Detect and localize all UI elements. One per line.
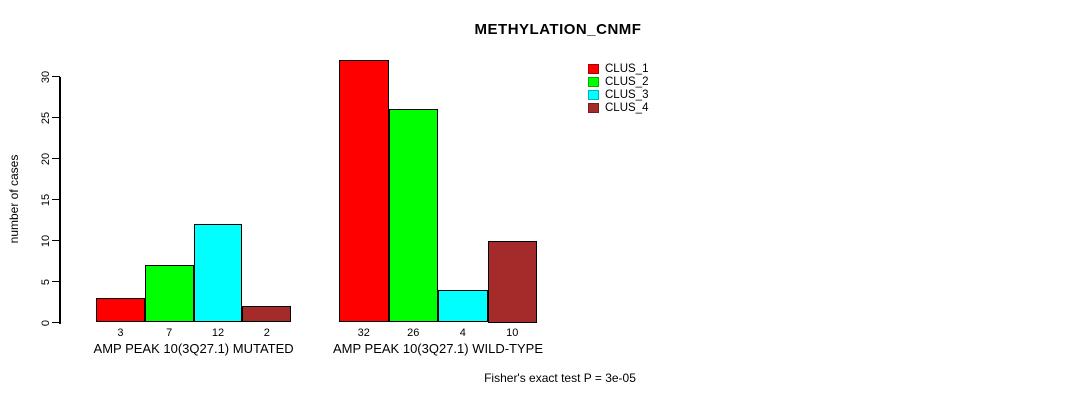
legend: CLUS_1 CLUS_2 CLUS_3 CLUS_4: [588, 63, 649, 114]
legend-swatch-icon: [588, 103, 599, 113]
bar-value-label: 32: [357, 327, 370, 339]
bar-value-label: 12: [211, 327, 225, 339]
y-axis-tick-label: 25: [40, 111, 52, 124]
legend-item: CLUS_2: [588, 76, 649, 88]
fisher-test-annotation: Fisher's exact test P = 3e-05: [484, 371, 636, 385]
legend-swatch-icon: [588, 90, 599, 100]
y-axis-tick: [52, 198, 60, 201]
y-axis-tick: [52, 239, 60, 242]
legend-label: CLUS_1: [605, 63, 649, 75]
y-axis-tick: [52, 280, 60, 283]
bar-value-label: 10: [506, 327, 519, 339]
legend-item: CLUS_1: [588, 63, 649, 75]
bar-clus_3-group2: [438, 289, 488, 323]
y-axis-tick: [52, 75, 60, 78]
bar-value-label: 4: [459, 327, 466, 339]
bar-clus_4-group1: [242, 306, 292, 323]
bar-clus_2-group1: [144, 265, 194, 323]
chart-title: METHYLATION_CNMF: [474, 21, 642, 38]
bar-value-label: 2: [263, 327, 270, 339]
y-axis-tick: [52, 157, 60, 160]
y-axis-tick-label: 0: [40, 319, 52, 326]
y-axis-tick-label: 15: [40, 193, 52, 206]
bar-value-label: 26: [407, 327, 420, 339]
y-axis-tick-label: 5: [40, 278, 52, 285]
legend-label: CLUS_3: [605, 89, 649, 101]
y-axis-tick-label: 10: [40, 234, 52, 247]
bar-value-label: 7: [166, 327, 173, 339]
bar-clus_2-group2: [388, 109, 438, 323]
y-axis-tick: [52, 116, 60, 119]
bar-value-label: 3: [117, 327, 124, 339]
legend-label: CLUS_4: [605, 102, 649, 114]
y-axis-tick-label: 30: [40, 70, 52, 83]
legend-item: CLUS_4: [588, 102, 649, 114]
y-axis-line: [59, 76, 61, 324]
legend-swatch-icon: [588, 77, 599, 87]
x-axis-category-label: AMP PEAK 10(3Q27.1) WILD-TYPE: [333, 341, 543, 356]
bar-clus_4-group2: [487, 240, 537, 323]
bar-clus_1-group1: [96, 297, 145, 323]
x-axis-category-label: AMP PEAK 10(3Q27.1) MUTATED: [93, 341, 294, 356]
legend-item: CLUS_3: [588, 89, 649, 101]
legend-label: CLUS_2: [605, 76, 649, 88]
bar-clus_1-group2: [339, 60, 389, 323]
legend-swatch-icon: [588, 64, 599, 74]
y-axis-tick: [52, 321, 60, 324]
bar-clus_3-group1: [193, 224, 243, 323]
y-axis-tick-label: 20: [40, 152, 52, 165]
